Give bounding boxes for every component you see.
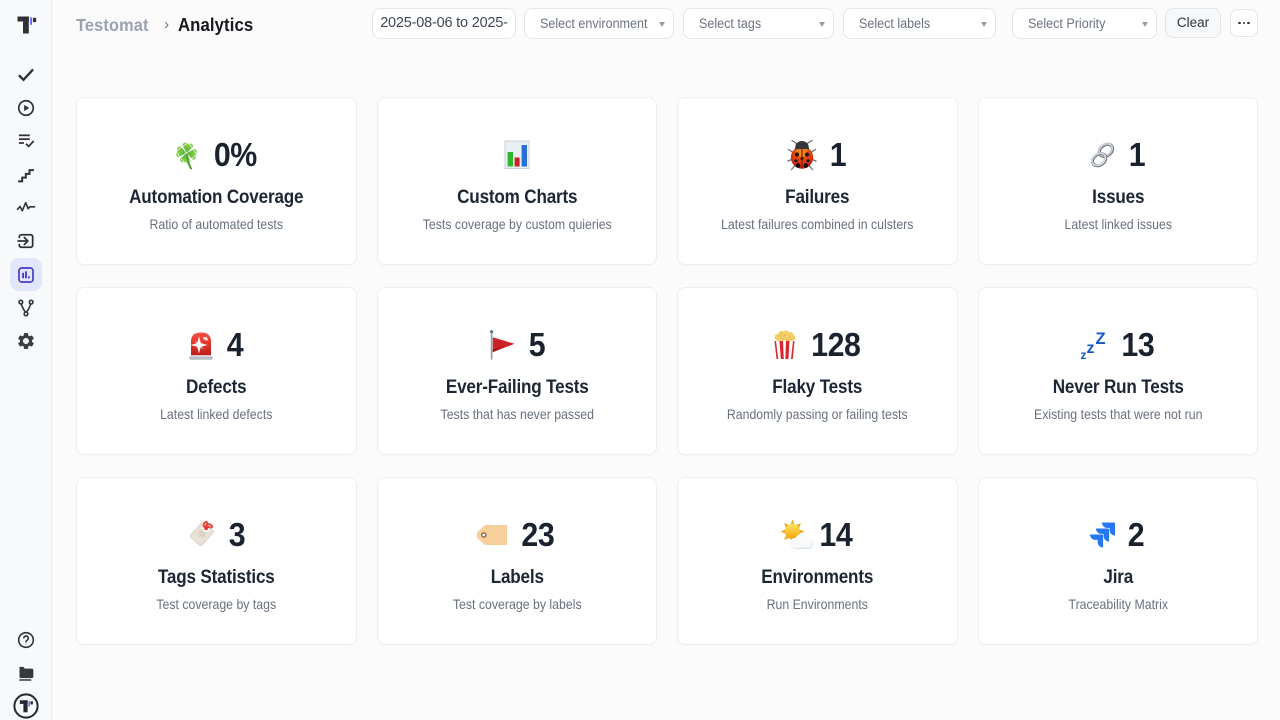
- svg-text:Z: Z: [1095, 330, 1105, 348]
- svg-text:z: z: [1086, 340, 1094, 357]
- svg-text:z: z: [1080, 348, 1086, 360]
